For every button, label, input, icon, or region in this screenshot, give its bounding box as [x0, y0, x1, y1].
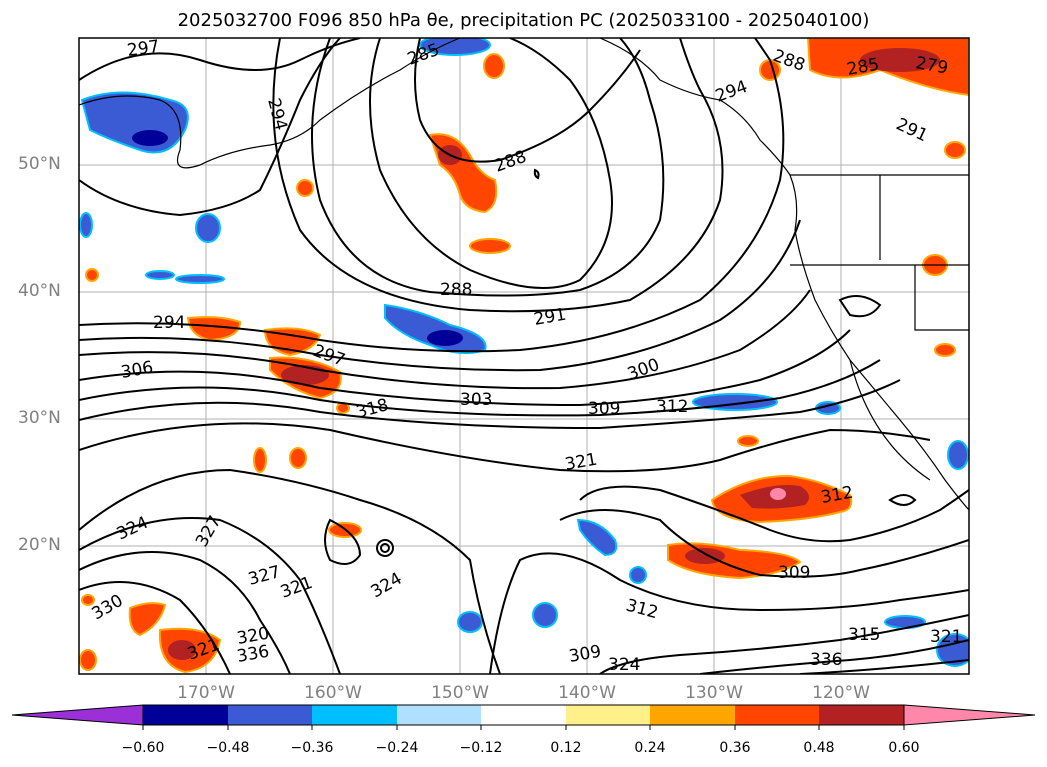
precip-area-neg-south4	[457, 611, 483, 633]
precip-area-neg-south3	[532, 602, 558, 628]
precip-area-pos-sw2	[289, 447, 307, 469]
precip-area-neg-south2	[629, 566, 647, 584]
colorbar-bin	[143, 705, 228, 725]
colorbar-bin	[566, 705, 650, 725]
colorbar-tick-label: −0.60	[121, 740, 165, 756]
lat-label-30n: 30°N	[18, 408, 61, 428]
contour-label: 315	[848, 625, 880, 645]
contour-label: 288	[440, 280, 472, 300]
precip-area-pos-e3	[737, 435, 759, 447]
colorbar-bin	[228, 705, 312, 725]
colorbar-tick-label: 0.24	[634, 740, 666, 756]
chart-title: 2025032700 F096 850 hPa θe, precipitatio…	[177, 10, 870, 31]
colorbar-overflow	[903, 704, 1036, 726]
gridlines	[79, 38, 969, 674]
colorbar-tick-label: 0.60	[888, 740, 920, 756]
lon-label-170w: 170°W	[177, 683, 235, 703]
contour-label: 336	[810, 650, 842, 670]
precip-area-pos-far-w2	[79, 649, 97, 671]
precip-area-neg-mid	[145, 270, 175, 280]
colorbar-bin	[397, 705, 481, 725]
contour-label: 294	[153, 313, 185, 333]
colorbar-bin	[481, 705, 566, 725]
map-frame	[78, 37, 970, 675]
lat-label-20n: 20°N	[18, 535, 61, 555]
precip-positive-areas	[79, 38, 969, 674]
precip-area-neg-south	[576, 518, 618, 557]
colorbar-bin	[819, 705, 904, 725]
precip-area-pos-w1	[186, 316, 242, 342]
contour-label: 303	[460, 390, 492, 410]
lat-label-40n: 40°N	[18, 281, 61, 301]
contour-label: 321	[930, 627, 962, 647]
colorbar-bin	[312, 705, 397, 725]
map-background	[79, 38, 969, 674]
colorbar-underflow	[11, 704, 144, 726]
lon-label-130w: 130°W	[685, 683, 743, 703]
colorbar-tick-label: −0.48	[206, 740, 250, 756]
lon-label-150w: 150°W	[431, 683, 489, 703]
colorbar-tick-label: −0.24	[375, 740, 419, 756]
precip-area-pos-sw4-core	[168, 640, 196, 660]
contour-label: 309	[778, 563, 810, 583]
colorbar-frame	[142, 704, 905, 726]
precip-area-neg-west2	[79, 212, 93, 238]
contour-label: 297	[126, 37, 161, 61]
precip-area-pos-far-w	[85, 268, 99, 282]
precip-negative-areas	[79, 38, 969, 667]
precip-area-neg-mid2	[175, 274, 225, 284]
lon-label-120w: 120°W	[812, 683, 870, 703]
contour-label: 309	[588, 399, 620, 419]
colorbar-tick-label: 0.12	[550, 740, 582, 756]
lon-label-160w: 160°W	[304, 683, 362, 703]
colorbar-tick-label: 0.48	[803, 740, 835, 756]
precip-area-pos-mid	[469, 238, 511, 254]
precip-area-pos-north2	[483, 53, 505, 79]
colorbar-bin	[650, 705, 735, 725]
precip-area-pos-mid2	[296, 179, 314, 197]
precip-area-pos-coast2	[944, 141, 966, 159]
precip-area-pos-coast3	[934, 343, 956, 357]
lon-label-140w: 140°W	[558, 683, 616, 703]
colorbar-tick-label: −0.12	[459, 740, 503, 756]
precip-area-pos-sw3	[128, 602, 167, 637]
colorbar-tick-label: 0.36	[719, 740, 751, 756]
lat-label-50n: 50°N	[18, 154, 61, 174]
colorbar	[11, 704, 1036, 730]
precip-area-neg-central-core	[427, 330, 463, 346]
precip-area-neg-north	[419, 38, 491, 56]
colorbar-bin	[735, 705, 819, 725]
colorbar-tick-label: −0.36	[290, 740, 334, 756]
precip-area-pos-sw1	[253, 447, 267, 473]
precip-area-neg-west	[195, 213, 221, 243]
precip-area-neg-coast	[947, 440, 969, 470]
theta-e-contours	[79, 38, 969, 674]
contour-label: 312	[656, 397, 688, 417]
contour-label: 324	[608, 655, 640, 675]
precip-area-neg-aleutian-core	[132, 130, 168, 146]
precip-area-pos-ne-core	[860, 48, 940, 72]
precip-area-pos-e1-peak	[770, 488, 786, 500]
precip-area-pos-far-w3	[81, 594, 95, 606]
